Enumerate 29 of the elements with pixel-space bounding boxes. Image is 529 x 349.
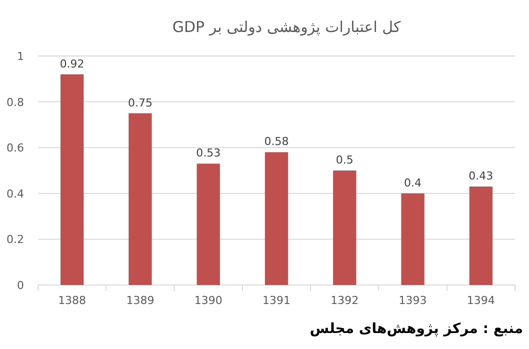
y-tick-label: 0	[17, 279, 24, 292]
data-label: 0.43	[468, 170, 494, 183]
x-tick-label: 1390	[194, 294, 222, 307]
y-tick-label: 0.2	[6, 233, 24, 246]
bar	[128, 113, 152, 285]
bar	[333, 170, 356, 285]
data-label: 0.92	[60, 57, 84, 70]
bar	[401, 193, 424, 285]
x-tick-label: 1391	[262, 294, 290, 307]
y-tick-label: 0.4	[6, 187, 24, 200]
x-tick-label: 1393	[398, 294, 427, 307]
y-tick-label: 0.8	[6, 96, 24, 109]
x-tick-label: 1388	[58, 294, 86, 307]
x-tick-label: 1394	[466, 294, 495, 307]
data-label: 0.5	[336, 154, 354, 166]
x-tick-label: 1389	[126, 294, 154, 307]
chart-title: کل اعتبارات پژوهشی دولتی بر GDP	[172, 18, 402, 36]
data-label: 0.53	[196, 146, 221, 160]
bar	[264, 152, 288, 285]
data-label: 0.75	[128, 96, 152, 110]
data-label: 0.4	[404, 176, 422, 190]
bar	[469, 186, 493, 285]
text: منبع : مرکز پژوهش‌های مجلس	[310, 321, 523, 337]
y-tick-label: 1	[17, 50, 24, 63]
y-tick-label: 0.6	[6, 142, 24, 155]
bar	[60, 74, 84, 285]
bar	[196, 164, 220, 285]
x-tick-label: 1392	[330, 294, 359, 307]
data-label: 0.58	[264, 135, 289, 148]
